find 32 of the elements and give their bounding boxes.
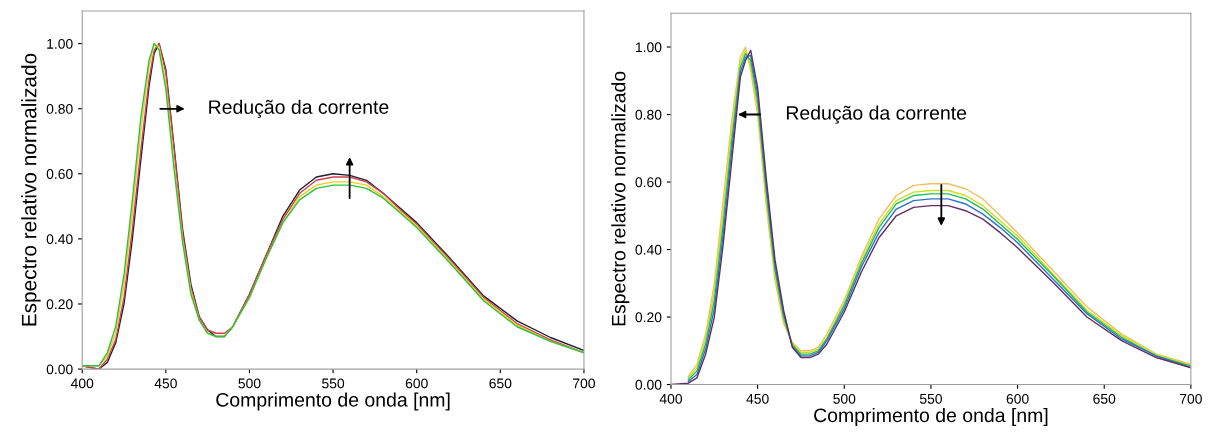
- x-tick-label: 700: [1179, 393, 1202, 404]
- y-tick-label: 0.60: [635, 177, 662, 188]
- x-tick-label: 400: [659, 393, 683, 404]
- y-axis-title: Espectro relativo normalizado: [21, 53, 41, 326]
- y-tick-label: 1.00: [47, 38, 73, 49]
- y-tick-label: 0.00: [635, 379, 662, 390]
- x-axis-title: Comprimento de onda [nm]: [216, 392, 450, 411]
- y-tick-label: 0.20: [46, 299, 73, 310]
- annotation: Redução da corrente: [786, 105, 967, 124]
- x-tick-label: 450: [154, 378, 177, 389]
- y-tick-label: 0.40: [46, 234, 73, 245]
- x-tick-label: 500: [833, 393, 856, 404]
- annotation: Redução da corrente: [209, 99, 389, 118]
- y-axis-title: Espectro relativo normalizado: [611, 71, 630, 326]
- x-tick-label: 600: [1006, 393, 1029, 404]
- x-tick-label: 700: [573, 378, 595, 389]
- x-tick-label: 550: [919, 393, 942, 404]
- x-tick-label: 550: [322, 378, 345, 389]
- x-tick-label: 500: [238, 378, 261, 389]
- x-tick-label: 650: [489, 378, 512, 389]
- x-axis-title: Comprimento de onda [nm]: [814, 407, 1048, 427]
- y-tick-label: 0.20: [635, 312, 662, 323]
- y-tick-label: 0.40: [635, 244, 662, 255]
- y-tick-label: 1.00: [636, 42, 662, 53]
- x-tick-label: 650: [1093, 393, 1116, 404]
- y-tick-label: 0.80: [46, 104, 73, 114]
- y-tick-label: 0.00: [46, 364, 73, 375]
- x-tick-label: 450: [746, 393, 769, 404]
- x-tick-label: 400: [70, 378, 94, 389]
- y-tick-label: 0.60: [46, 169, 73, 179]
- x-tick-label: 600: [405, 378, 428, 389]
- y-tick-label: 0.80: [635, 109, 662, 120]
